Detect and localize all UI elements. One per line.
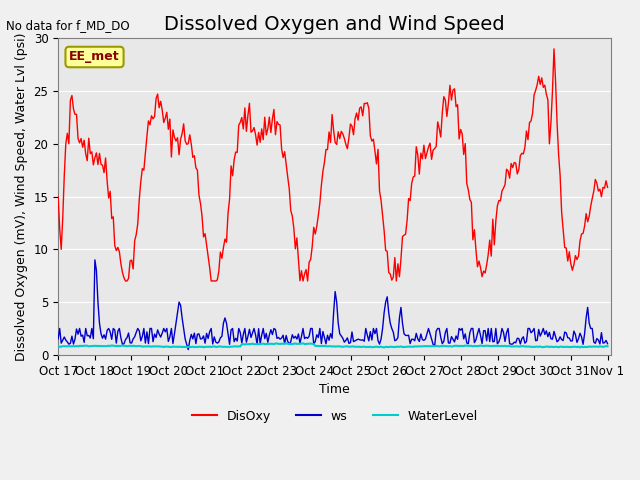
Text: No data for f_MD_DO: No data for f_MD_DO bbox=[6, 19, 130, 32]
X-axis label: Time: Time bbox=[319, 383, 350, 396]
Text: EE_met: EE_met bbox=[69, 50, 120, 63]
Y-axis label: Dissolved Oxygen (mV), Wind Speed, Water Lvl (psi): Dissolved Oxygen (mV), Wind Speed, Water… bbox=[15, 32, 28, 361]
Title: Dissolved Oxygen and Wind Speed: Dissolved Oxygen and Wind Speed bbox=[164, 15, 505, 34]
Legend: DisOxy, ws, WaterLevel: DisOxy, ws, WaterLevel bbox=[187, 405, 483, 428]
